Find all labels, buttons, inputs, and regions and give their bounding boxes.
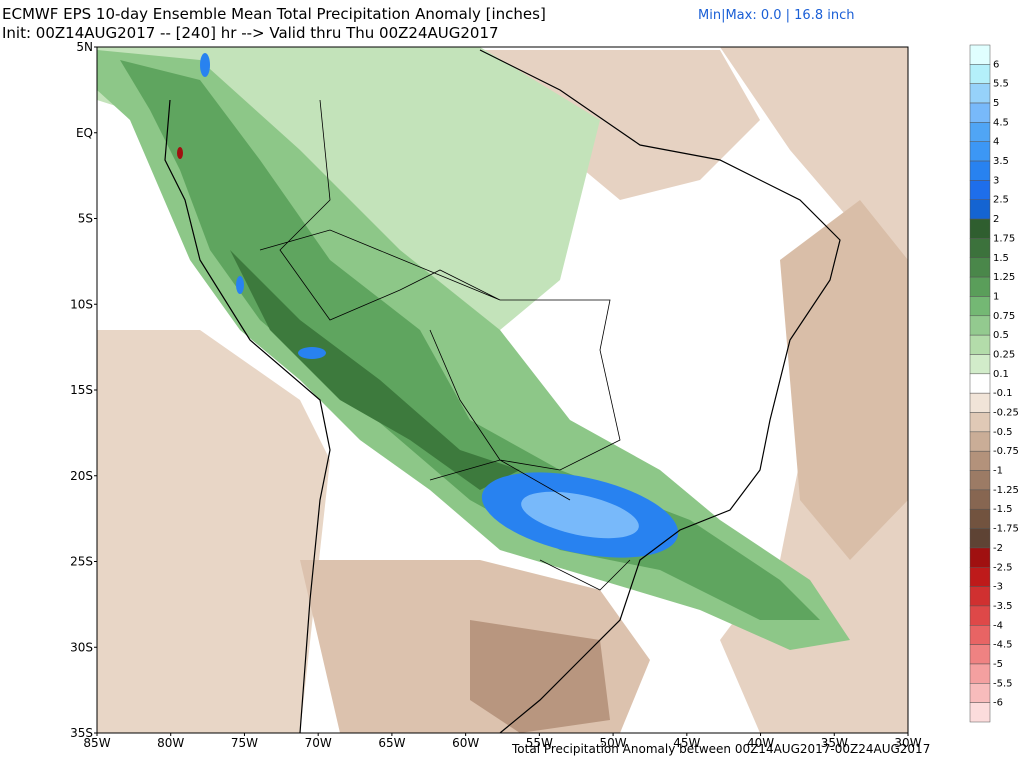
colorbar-box [969,625,991,645]
lat-label: 25S [70,555,93,569]
colorbar-box [969,683,991,703]
colorbar-label: -2.5 [993,562,1013,573]
colorbar-box [969,334,991,355]
caption: Total Precipitation Anomaly between 00Z1… [511,742,930,756]
colorbar-label: -1 [993,466,1003,477]
colorbar-box [969,199,991,220]
lon-label: 60W [452,736,479,750]
colorbar-label: 2.5 [993,195,1009,206]
map-field [97,47,908,733]
lat-label: 5S [78,212,93,226]
colorbar-box [969,315,991,336]
lon-label: 55W [526,736,553,750]
lon-label: 40W [747,736,774,750]
lat-label: 10S [70,297,93,311]
colorbar-label: 3 [993,175,999,186]
colorbar-box [969,392,991,413]
colorbar-label: -0.75 [993,446,1019,457]
colorbar-box [969,528,991,549]
colorbar-box [969,508,991,529]
lon-label: 30W [894,736,921,750]
colorbar-label: -0.1 [993,388,1013,399]
colorbar-label: -5 [993,659,1003,670]
lon-label: 75W [231,736,258,750]
colorbar-label: 3.5 [993,156,1009,167]
colorbar-label: 4 [993,137,999,148]
colorbar-box [969,470,991,491]
colorbar-box [969,354,991,375]
lon-label: 50W [600,736,627,750]
lat-label: 30S [70,640,93,654]
colorbar-label: 5 [993,98,999,109]
colorbar-box [969,547,991,568]
colorbar-box [969,644,991,665]
colorbar-box [969,431,991,452]
colorbar-label: -2 [993,543,1003,554]
colorbar-label: 0.1 [993,369,1009,380]
colorbar-box [969,296,991,317]
colorbar-label: -1.5 [993,504,1013,515]
colorbar-box [969,567,991,587]
lon-label: 70W [305,736,332,750]
colorbar-box [969,412,991,433]
colorbar-label: 1.75 [993,233,1015,244]
minmax: Min|Max: 0.0 | 16.8 inch [698,8,854,23]
lon-label: 85W [83,736,110,750]
lat-label: EQ [76,126,93,140]
colorbar-label: 1.5 [993,253,1009,264]
lat-label: 15S [70,383,93,397]
colorbar-box [969,44,991,65]
colorbar-box [969,450,991,471]
colorbar-label: 4.5 [993,117,1009,128]
colorbar-box [969,122,991,142]
colorbar-label: 1 [993,291,999,302]
colorbar-box [969,373,991,394]
colorbar-label: -6 [993,698,1003,709]
colorbar-box [969,489,991,510]
colorbar-box [969,180,991,200]
colorbar-box [969,702,991,723]
colorbar-label: 0.5 [993,330,1009,341]
colorbar-box [969,605,991,626]
colorbar-label: 0.25 [993,349,1015,360]
colorbar-label: -5.5 [993,678,1013,689]
colorbar-label: -3 [993,582,1003,593]
colorbar-box [969,141,991,162]
lon-label: 80W [157,736,184,750]
colorbar-box [969,83,991,104]
init-line: Init: 00Z14AUG2017 -- [240] hr --> Valid… [2,24,499,42]
colorbar-label: 2 [993,214,999,225]
colorbar-box [969,218,991,239]
lon-label: 45W [673,736,700,750]
colorbar-label: -1.25 [993,485,1019,496]
colorbar-label: -0.25 [993,408,1019,419]
lat-label: 20S [70,469,93,483]
colorbar-label: -4.5 [993,640,1013,651]
colorbar-label: 0.75 [993,311,1015,322]
colorbar-box [969,64,991,84]
colorbar-box [969,238,991,259]
lon-label: 35W [821,736,848,750]
colorbar-box [969,160,991,181]
colorbar-label: 6 [993,59,999,70]
colorbar-box [969,586,991,607]
colorbar-label: -3.5 [993,601,1013,612]
lat-label: 35S [70,726,93,740]
lat-label: 5N [76,40,93,54]
title: ECMWF EPS 10-day Ensemble Mean Total Pre… [2,5,546,23]
colorbar-label: -0.5 [993,427,1013,438]
colorbar-label: 5.5 [993,79,1009,90]
colorbar-label: 1.25 [993,272,1015,283]
colorbar-box [969,102,991,123]
colorbar-box [969,663,991,684]
colorbar-label: -4 [993,620,1003,631]
colorbar-box [969,257,991,278]
colorbar-box [969,276,991,297]
colorbar-label: -1.75 [993,524,1019,535]
lon-label: 65W [378,736,405,750]
